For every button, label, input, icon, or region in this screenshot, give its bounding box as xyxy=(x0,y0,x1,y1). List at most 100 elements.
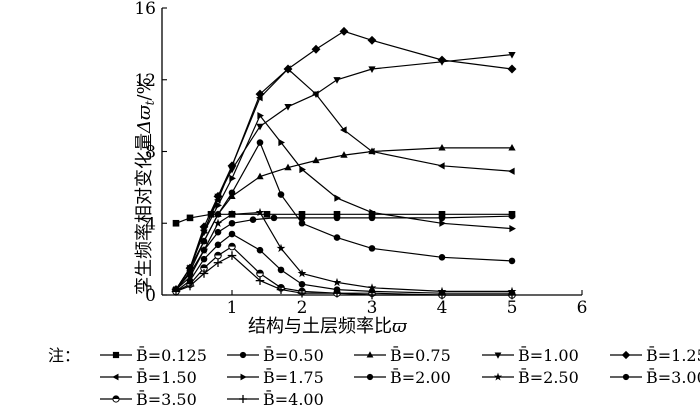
data-point xyxy=(227,251,237,260)
data-point xyxy=(438,162,445,170)
legend-marker xyxy=(493,372,503,381)
data-point xyxy=(333,210,341,218)
data-point xyxy=(270,214,278,222)
x-tick-label: 4 xyxy=(437,298,448,318)
data-point xyxy=(284,163,292,171)
data-point xyxy=(277,191,285,198)
data-point xyxy=(276,285,286,294)
legend-marker xyxy=(621,350,631,360)
data-point xyxy=(369,208,376,217)
legend-label: B̄=4.00 xyxy=(263,388,324,409)
series-line xyxy=(175,245,512,296)
data-point xyxy=(507,64,517,74)
data-point xyxy=(333,77,341,84)
data-point xyxy=(201,228,208,236)
data-point xyxy=(367,35,377,45)
series-8 xyxy=(172,139,516,293)
data-point xyxy=(228,189,236,197)
x-tick-label: 2 xyxy=(297,298,308,318)
legend-marker xyxy=(366,351,374,358)
data-point xyxy=(214,210,222,218)
data-point xyxy=(508,257,516,265)
y-axis-title-text: 孪生频率相对变化量Δϖt/% xyxy=(134,77,157,295)
data-point xyxy=(185,272,195,281)
legend-marker xyxy=(112,351,120,359)
series-5 xyxy=(171,26,517,295)
data-point xyxy=(508,167,515,175)
legend-marker xyxy=(622,373,630,381)
legend-label: B̄=1.50 xyxy=(136,366,197,387)
series-10 xyxy=(172,230,516,297)
data-point xyxy=(340,151,348,158)
data-point xyxy=(298,280,306,288)
y-tick-label: 16 xyxy=(134,0,156,19)
series-11 xyxy=(172,242,516,299)
legend: 注： B̄=0.125B̄=0.50B̄=0.75B̄=1.00B̄=1.25B… xyxy=(48,344,700,409)
series-line xyxy=(175,147,512,290)
data-point xyxy=(200,264,208,272)
data-point xyxy=(437,290,447,300)
data-point xyxy=(298,219,306,227)
data-point xyxy=(256,172,264,180)
data-point xyxy=(298,214,306,222)
data-point xyxy=(333,214,341,222)
series-line xyxy=(175,54,513,290)
data-point xyxy=(256,139,264,146)
legend-marker xyxy=(112,395,120,403)
data-point xyxy=(278,138,285,147)
legend-entry-3: B̄=0.75 xyxy=(354,344,451,365)
legend-entry-7: B̄=1.75 xyxy=(227,366,324,387)
data-point xyxy=(228,230,236,238)
data-point xyxy=(284,65,291,73)
data-point xyxy=(507,290,517,300)
data-point xyxy=(215,201,222,209)
legend-marker xyxy=(494,352,502,359)
data-point xyxy=(249,216,257,223)
series-line xyxy=(175,213,512,224)
data-point xyxy=(298,210,306,218)
data-point xyxy=(185,281,195,291)
data-point xyxy=(256,269,264,278)
data-point xyxy=(509,225,516,233)
x-axis-title-main: 结构与土层频率比 xyxy=(248,316,392,337)
data-point xyxy=(312,90,319,98)
y-tick-label: 0 xyxy=(145,286,156,306)
data-point xyxy=(171,287,181,296)
data-point xyxy=(368,66,376,73)
data-point xyxy=(214,241,222,249)
legend-label: B̄=2.50 xyxy=(518,366,579,387)
data-point xyxy=(276,243,286,253)
y-tick-label: 12 xyxy=(134,71,156,91)
data-point xyxy=(213,191,223,201)
data-point xyxy=(277,266,285,274)
data-point xyxy=(508,212,516,220)
legend-entry-2: B̄=0.50 xyxy=(227,344,324,365)
data-point xyxy=(367,283,377,292)
data-point xyxy=(257,111,264,120)
y-axis-title: 孪生频率相对变化量Δϖt/% xyxy=(134,77,157,295)
data-point xyxy=(368,147,375,156)
data-point xyxy=(200,255,208,263)
series-line xyxy=(175,68,513,290)
data-point xyxy=(172,219,180,227)
legend-entry-10: B̄=3.00 xyxy=(610,366,700,387)
data-point xyxy=(297,268,307,278)
data-point xyxy=(228,219,236,227)
legend-entry-5: B̄=1.25 xyxy=(610,344,700,365)
legend-label: B̄=3.50 xyxy=(136,388,197,409)
data-point xyxy=(256,94,263,102)
data-point xyxy=(339,26,349,36)
data-point xyxy=(227,209,237,219)
series-4 xyxy=(172,51,516,294)
legend-label: B̄=1.75 xyxy=(263,366,324,387)
legend-label: B̄=0.125 xyxy=(136,344,207,365)
y-axis-title-symbol: Δϖ xyxy=(134,104,155,134)
legend-entry-1: B̄=0.125 xyxy=(100,344,207,365)
series-6 xyxy=(172,65,515,294)
data-point xyxy=(213,218,223,227)
data-point xyxy=(256,246,264,254)
data-point xyxy=(438,143,446,151)
x-tick-label: 6 xyxy=(577,298,588,318)
